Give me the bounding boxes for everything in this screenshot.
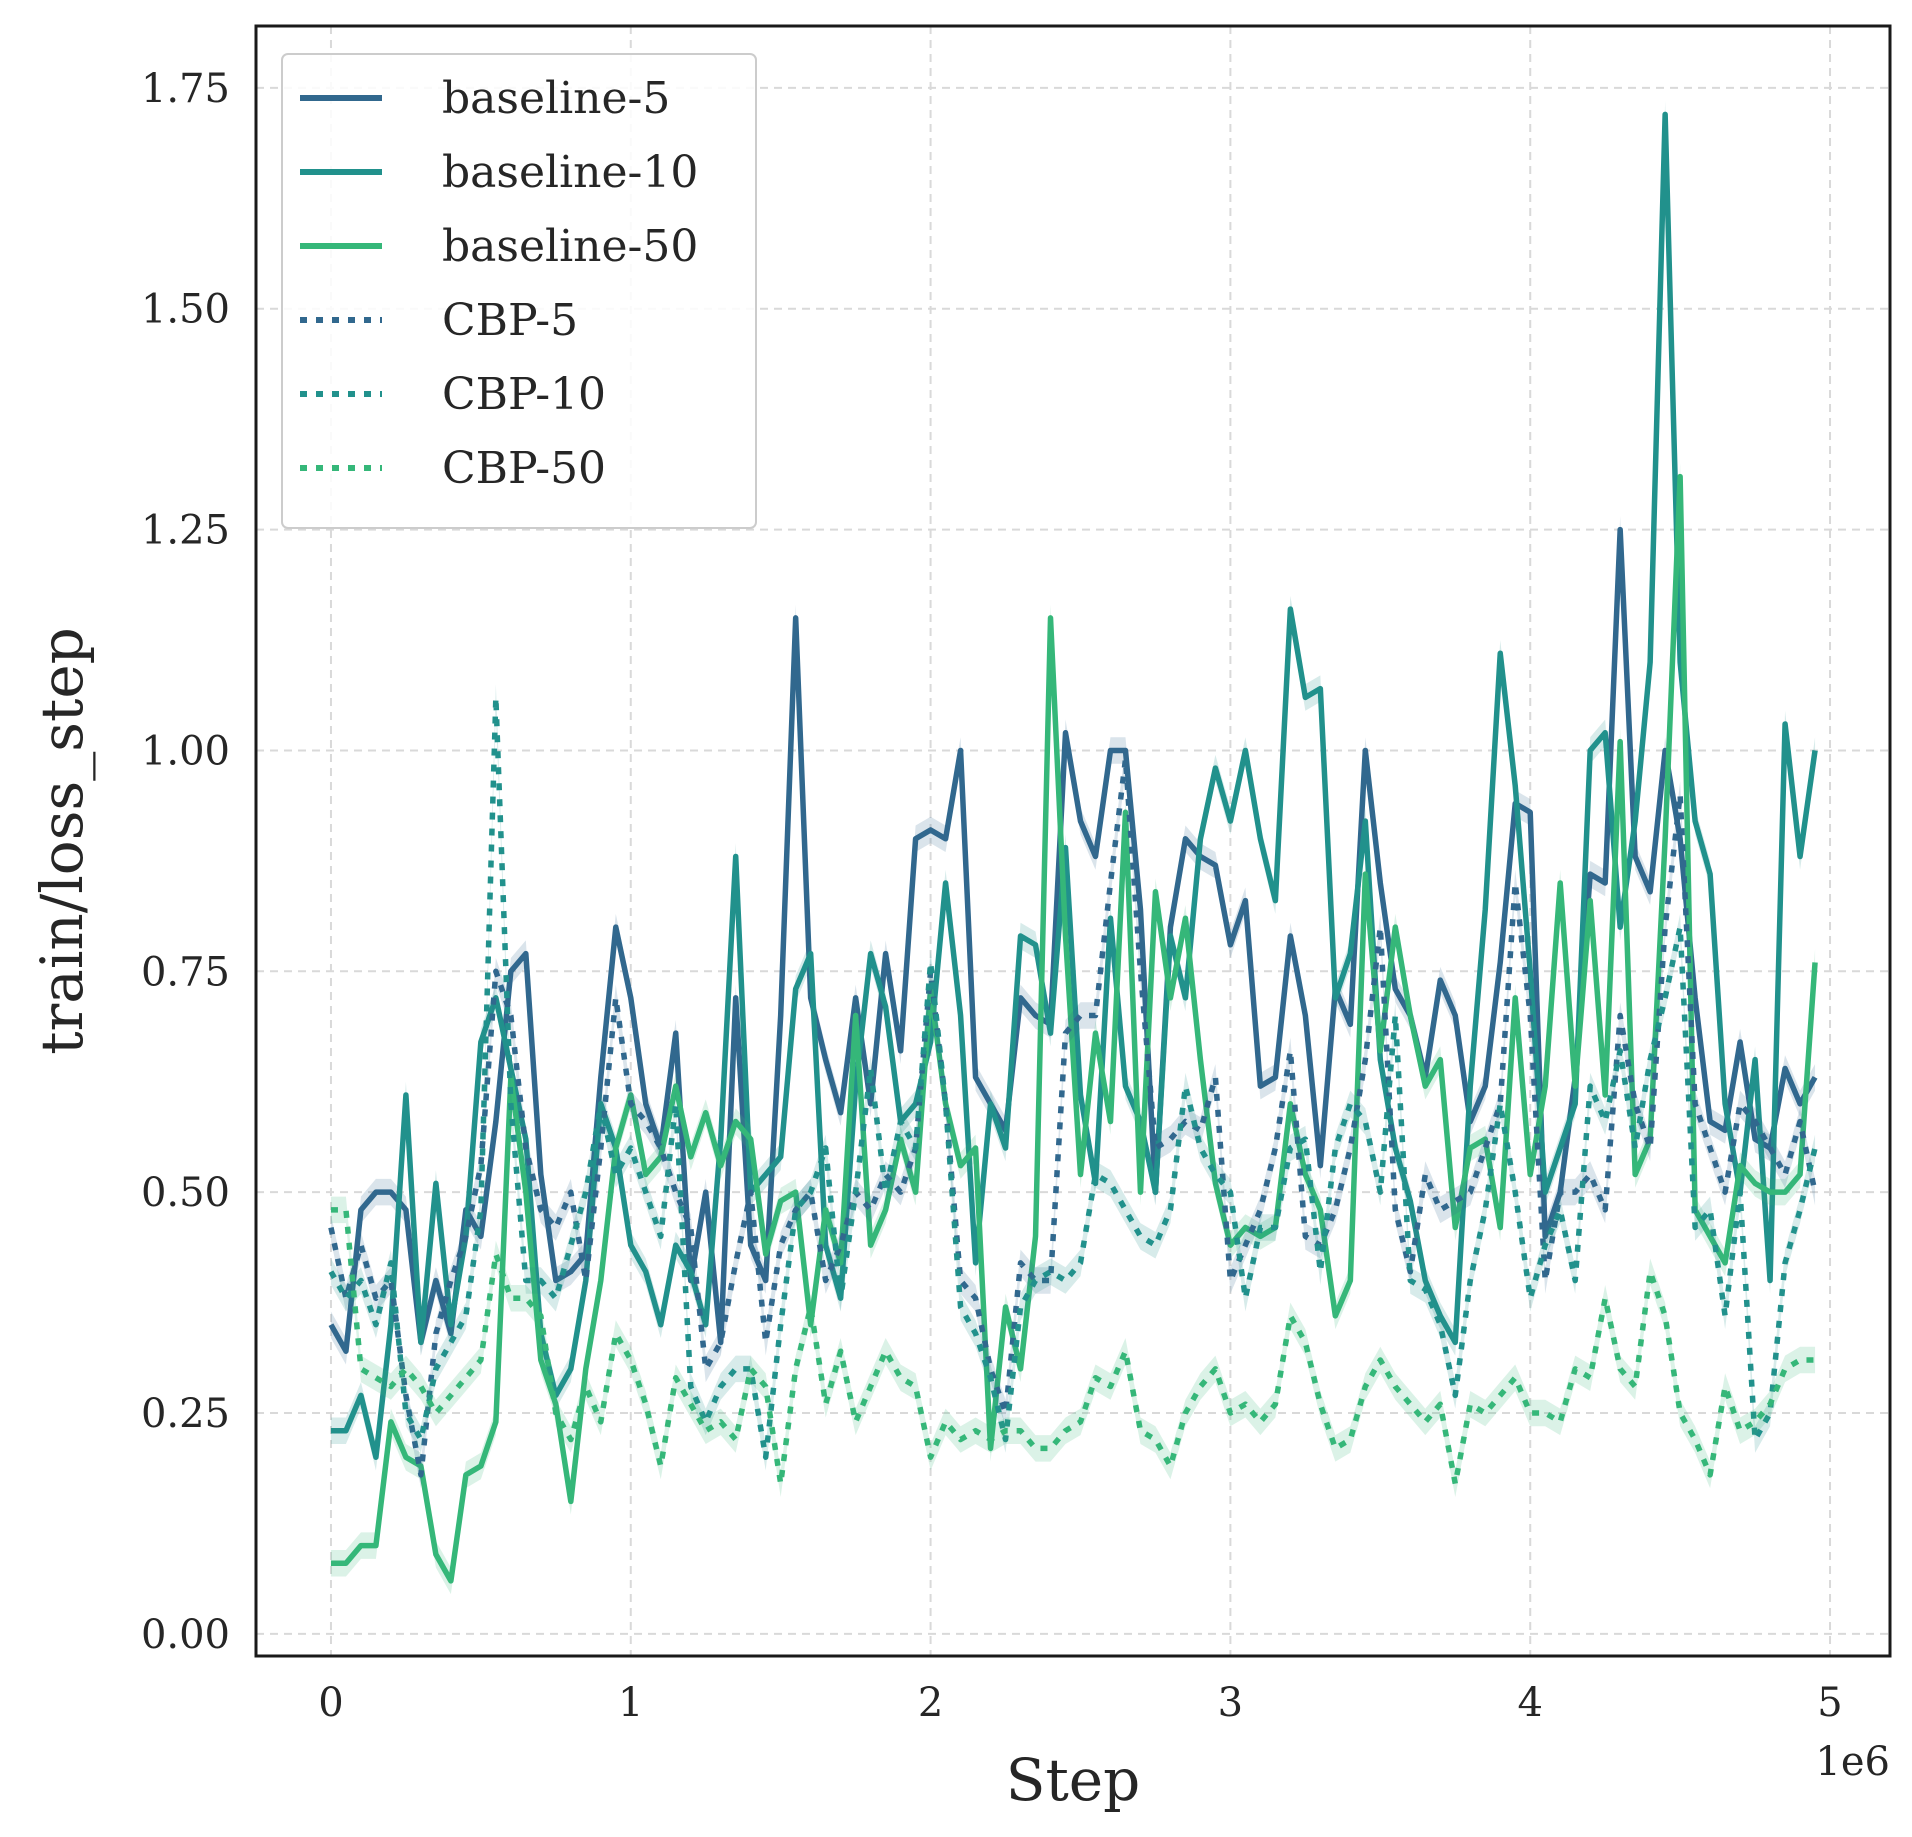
- x-axis-label: Step: [1006, 1746, 1141, 1814]
- series-line-CBP-10: [328, 694, 1818, 1460]
- legend-item: CBP-5: [300, 295, 578, 346]
- y-tick-label: 1.00: [141, 728, 230, 774]
- legend-item: baseline-10: [300, 147, 698, 198]
- series-line-CBP-50: [330, 1207, 1816, 1487]
- x-tick-label: 2: [918, 1680, 943, 1726]
- x-tick-label: 4: [1517, 1680, 1542, 1726]
- plot-area: [328, 101, 1818, 1595]
- legend-item: CBP-10: [300, 369, 606, 420]
- y-tick-label: 0.00: [141, 1612, 230, 1658]
- legend-label: CBP-50: [442, 443, 606, 494]
- legend-item: CBP-50: [300, 443, 606, 494]
- y-tick-label: 1.25: [141, 508, 230, 554]
- x-tick-label: 3: [1218, 1680, 1243, 1726]
- legend-label: CBP-10: [442, 369, 606, 420]
- y-tick-label: 1.50: [141, 287, 230, 333]
- series-baseline-50: [330, 463, 1818, 1595]
- x-tick-label: 0: [318, 1680, 343, 1726]
- legend-item: baseline-50: [300, 221, 698, 272]
- x-tick-label: 1: [618, 1680, 643, 1726]
- x-axis-offset-label: 1e6: [1815, 1739, 1890, 1785]
- legend-item: baseline-5: [300, 73, 670, 124]
- legend-label: baseline-10: [442, 147, 698, 198]
- y-axis-ticks: 0.00 0.25 0.50 0.75 1.00 1.25 1.50 1.75: [141, 66, 230, 1658]
- y-tick-label: 1.75: [141, 66, 230, 112]
- y-tick-label: 0.25: [141, 1391, 230, 1437]
- legend-label: CBP-5: [442, 295, 578, 346]
- series-line-baseline-10: [330, 111, 1818, 1460]
- series-baseline-10: [330, 101, 1818, 1471]
- series-CBP-10: [328, 684, 1818, 1471]
- x-axis-ticks: 0 1 2 3 4 5: [318, 1680, 1843, 1726]
- legend-label: baseline-50: [442, 221, 698, 272]
- series-line-baseline-50: [330, 473, 1818, 1584]
- legend-box: [281, 53, 757, 529]
- y-axis-label: train/loss_step: [28, 627, 96, 1055]
- plot-frame: [254, 24, 1892, 1658]
- legend-label: baseline-5: [442, 73, 670, 124]
- legend: baseline-5 baseline-10 baseline-50 CBP-5 CBP…: [281, 53, 757, 529]
- series-CBP-50: [330, 1196, 1816, 1497]
- x-tick-label: 5: [1817, 1680, 1842, 1726]
- y-tick-label: 0.75: [141, 949, 230, 995]
- y-tick-label: 0.50: [141, 1170, 230, 1216]
- series-baseline-5: [328, 516, 1818, 1365]
- series-line-baseline-5: [328, 526, 1818, 1354]
